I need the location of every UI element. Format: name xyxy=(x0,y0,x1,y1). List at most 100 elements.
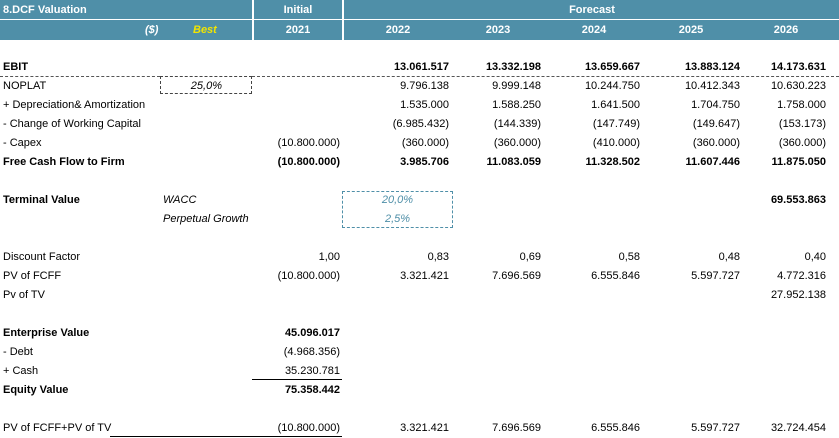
noplat-rate-input[interactable]: 25,0% xyxy=(190,80,222,92)
df-value-cell: 0,83 xyxy=(427,251,449,263)
wc-value-cell: (6.985.432) xyxy=(392,118,449,130)
ebit-value-cell: 13.883.124 xyxy=(684,61,740,73)
debt-value: (4.968.356) xyxy=(283,346,340,358)
wc-value-cell: (144.339) xyxy=(493,118,541,130)
capex-value-cell: (360.000) xyxy=(692,137,740,149)
sum-underline xyxy=(110,436,342,437)
wacc-label: WACC xyxy=(163,194,197,206)
df-value-cell: 1,00 xyxy=(318,251,340,263)
dashed-divider xyxy=(0,76,160,77)
dashed-divider xyxy=(252,76,839,77)
ebit-value-cell: 13.659.667 xyxy=(584,61,640,73)
pv-fcff-label: PV of FCFF xyxy=(3,270,62,282)
ebit-value-cell: 13.061.517 xyxy=(393,61,449,73)
wacc-input[interactable]: 20,0% xyxy=(381,194,414,206)
wc-value-cell: (153.173) xyxy=(778,118,826,130)
noplat-value-cell xyxy=(240,79,340,93)
fcff-value-cell: 11.875.050 xyxy=(771,156,826,168)
pvtv-value-cell xyxy=(640,288,740,302)
total-value-cell: 7.696.569 xyxy=(492,422,541,434)
tv-value-cell xyxy=(640,193,740,207)
dep-value-cell xyxy=(240,98,340,112)
header-band xyxy=(0,0,839,40)
noplat-value-cell: 10.244.750 xyxy=(584,80,640,92)
noplat-value-cell: 10.630.223 xyxy=(770,80,826,92)
equity-value-label: Equity Value xyxy=(3,384,69,396)
wc-value-cell: (147.749) xyxy=(592,118,640,130)
df-value-cell: 0,58 xyxy=(618,251,640,263)
noplat-rate-box xyxy=(160,76,252,94)
tv-value-cell xyxy=(540,193,640,207)
ebit-value-cell xyxy=(240,60,340,74)
year-header: 2023 xyxy=(485,24,511,36)
pvfcff-value-cell: 3.321.421 xyxy=(400,270,449,282)
terminal-value-label: Terminal Value xyxy=(3,194,80,206)
dep-value-cell: 1.535.000 xyxy=(400,99,449,111)
pvtv-value-cell xyxy=(349,288,449,302)
year-header: 2021 xyxy=(285,24,311,36)
fcff-value-cell: 3.985.706 xyxy=(400,156,449,168)
total-value-cell: 6.555.846 xyxy=(591,422,640,434)
year-header: 2025 xyxy=(678,24,704,36)
depreciation-label: + Depreciation& Amortization xyxy=(3,99,146,111)
capex-value-cell: (360.000) xyxy=(401,137,449,149)
fcff-value-cell: 11.607.446 xyxy=(685,156,740,168)
noplat-label: NOPLAT xyxy=(3,80,47,92)
ebit-value-cell: 13.332.198 xyxy=(485,61,541,73)
pvfcff-value-cell: 4.772.316 xyxy=(777,270,826,282)
discount-factor-label: Discount Factor xyxy=(3,251,81,263)
assumption-input-box xyxy=(342,191,453,228)
pvtv-value-cell xyxy=(441,288,541,302)
growth-label: Perpetual Growth xyxy=(163,213,249,225)
noplat-value-cell: 10.412.343 xyxy=(684,80,740,92)
pvtv-value-cell xyxy=(240,288,340,302)
tv-value-cell: 69.553.863 xyxy=(770,194,826,206)
working-capital-label: - Change of Working Capital xyxy=(3,118,141,130)
growth-input[interactable]: 2,5% xyxy=(384,213,411,225)
sheet-title: 8.DCF Valuation xyxy=(3,4,87,16)
total-value-cell: (10.800.000) xyxy=(277,422,340,434)
fcff-value-cell: (10.800.000) xyxy=(277,156,340,168)
pvtv-value-cell: 27.952.138 xyxy=(770,289,826,301)
debt-label: - Debt xyxy=(3,346,33,358)
total-value-cell: 3.321.421 xyxy=(400,422,449,434)
cash-value: 35.230.781 xyxy=(284,365,340,377)
df-value-cell: 0,69 xyxy=(519,251,541,263)
tv-value-cell xyxy=(349,193,449,207)
wc-value-cell: (149.647) xyxy=(692,118,740,130)
equity-value: 75.358.442 xyxy=(284,384,340,396)
tv-value-cell xyxy=(240,193,340,207)
pvfcff-value-cell: 7.696.569 xyxy=(492,270,541,282)
capex-value-cell: (360.000) xyxy=(778,137,826,149)
enterprise-value-label: Enterprise Value xyxy=(3,327,90,339)
scenario-selector[interactable]: Best xyxy=(193,24,217,36)
currency-label: ($) xyxy=(145,24,159,36)
pvtv-value-cell xyxy=(540,288,640,302)
enterprise-value: 45.096.017 xyxy=(284,327,340,339)
total-pv-label: PV of FCFF+PV of TV xyxy=(3,422,112,434)
dep-value-cell: 1.704.750 xyxy=(691,99,740,111)
fcff-label: Free Cash Flow to Firm xyxy=(3,156,125,168)
noplat-value-cell: 9.999.148 xyxy=(492,80,541,92)
capex-value-cell: (360.000) xyxy=(493,137,541,149)
sum-underline xyxy=(252,379,342,380)
pvfcff-value-cell: 5.597.727 xyxy=(691,270,740,282)
ebit-label: EBIT xyxy=(3,61,29,73)
pvfcff-value-cell: (10.800.000) xyxy=(277,270,340,282)
header-separator xyxy=(342,0,344,40)
capex-value-cell: (410.000) xyxy=(592,137,640,149)
forecast-header: Forecast xyxy=(569,4,615,16)
fcff-value-cell: 11.083.059 xyxy=(486,156,541,168)
pv-tv-label: Pv of TV xyxy=(3,289,45,301)
header-divider xyxy=(0,19,839,20)
year-header: 2022 xyxy=(385,24,411,36)
df-value-cell: 0,48 xyxy=(718,251,740,263)
wc-value-cell xyxy=(240,117,340,131)
year-header: 2024 xyxy=(581,24,607,36)
total-value-cell: 5.597.727 xyxy=(691,422,740,434)
header-separator xyxy=(252,0,254,40)
dep-value-cell: 1.758.000 xyxy=(777,99,826,111)
tv-value-cell xyxy=(441,193,541,207)
dep-value-cell: 1.588.250 xyxy=(492,99,541,111)
